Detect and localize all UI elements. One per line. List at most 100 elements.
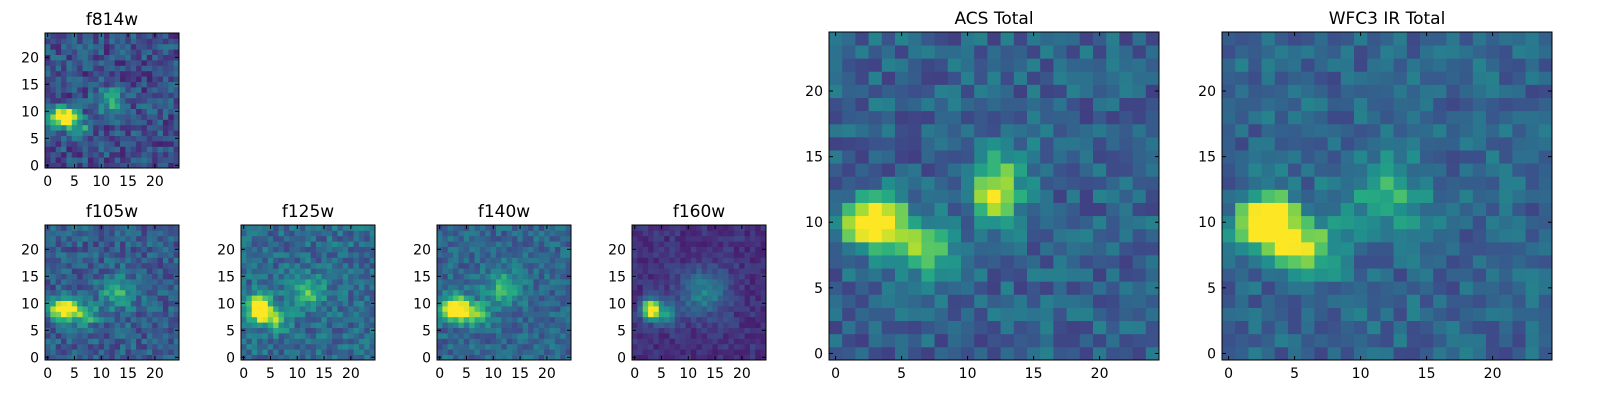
- heatmap-cell: [1380, 346, 1394, 361]
- heatmap-cell: [479, 225, 486, 231]
- heatmap-cell: [921, 307, 935, 322]
- heatmap-cell: [136, 60, 142, 66]
- heatmap-cell: [528, 289, 534, 296]
- heatmap-cell: [305, 241, 312, 247]
- heatmap-cell: [1525, 255, 1540, 269]
- heatmap-cell: [755, 252, 762, 258]
- heatmap-cell: [1486, 123, 1500, 138]
- heatmap-cell: [332, 349, 338, 355]
- heatmap-cell: [1340, 268, 1355, 282]
- heatmap-cell: [87, 38, 94, 45]
- heatmap-cell: [130, 327, 137, 334]
- heatmap-cell: [45, 49, 51, 55]
- heatmap-cell: [855, 97, 869, 112]
- heatmap-cell: [1314, 255, 1328, 269]
- heatmap-cell: [77, 327, 83, 334]
- heatmap-cell: [485, 343, 491, 350]
- heatmap-cell: [506, 235, 513, 242]
- heatmap-cell: [1340, 110, 1355, 125]
- heatmap-cell: [485, 284, 491, 291]
- heatmap-cell: [458, 225, 465, 231]
- heatmap-cell: [717, 306, 724, 312]
- heatmap-cell: [321, 289, 328, 296]
- heatmap-cell: [1340, 320, 1355, 335]
- heatmap-cell: [1027, 176, 1041, 190]
- heatmap-cell: [501, 257, 508, 264]
- heatmap-cell: [152, 81, 158, 88]
- heatmap-cell: [1261, 71, 1276, 85]
- heatmap-cell: [273, 284, 279, 291]
- heatmap-cell: [162, 349, 169, 355]
- heatmap-cell: [1354, 333, 1368, 348]
- heatmap-cell: [549, 349, 556, 355]
- heatmap-cell: [690, 279, 697, 285]
- heatmap-cell: [358, 349, 365, 355]
- heatmap-cell: [653, 246, 660, 253]
- heatmap-cell: [549, 246, 556, 253]
- heatmap-cell: [842, 228, 856, 243]
- heatmap-cell: [664, 235, 670, 242]
- heatmap-cell: [162, 146, 169, 153]
- heatmap-cell: [289, 279, 295, 285]
- heatmap-cell: [1420, 202, 1434, 217]
- heatmap-cell: [528, 333, 534, 339]
- heatmap-cell: [1459, 241, 1474, 256]
- heatmap-cell: [71, 38, 78, 45]
- heatmap-cell: [696, 316, 703, 323]
- heatmap-cell: [364, 241, 371, 247]
- heatmap-cell: [262, 246, 269, 253]
- heatmap-cell: [289, 349, 295, 355]
- heatmap-cell: [1132, 281, 1147, 295]
- heatmap-cell: [517, 241, 524, 247]
- heatmap-cell: [66, 38, 73, 45]
- heatmap-cell: [1093, 228, 1107, 243]
- heatmap-cell: [1274, 228, 1289, 243]
- heatmap-cell: [1040, 71, 1054, 85]
- heatmap-cell: [642, 241, 649, 247]
- heatmap-cell: [87, 311, 94, 318]
- heatmap-cell: [723, 225, 729, 231]
- heatmap-cell: [528, 322, 534, 328]
- heatmap-cell: [299, 279, 306, 285]
- heatmap-cell: [868, 320, 883, 335]
- heatmap-cell: [98, 295, 105, 301]
- heatmap-cell: [146, 65, 153, 72]
- heatmap-cell: [517, 322, 524, 328]
- heatmap-cell: [98, 135, 105, 142]
- heatmap-cell: [463, 273, 470, 280]
- heatmap-cell: [1261, 346, 1276, 361]
- heatmap-cell: [55, 349, 62, 355]
- heatmap-cell: [50, 225, 57, 231]
- heatmap-cell: [1079, 123, 1094, 138]
- heatmap-cell: [442, 349, 449, 355]
- heatmap-cell: [1106, 32, 1120, 46]
- heatmap-cell: [637, 316, 644, 323]
- heatmap-cell: [437, 230, 443, 237]
- heatmap-cell: [1093, 320, 1107, 335]
- heatmap-cell: [93, 141, 99, 147]
- heatmap-cell: [842, 45, 856, 59]
- heatmap-cell: [463, 252, 470, 258]
- heatmap-cell: [1512, 150, 1526, 164]
- heatmap-cell: [146, 273, 153, 280]
- heatmap-cell: [453, 343, 459, 350]
- heatmap-cell: [55, 103, 62, 109]
- heatmap-cell: [680, 354, 686, 361]
- heatmap-cell: [146, 60, 153, 66]
- heatmap-cell: [565, 279, 572, 285]
- heatmap-cell: [642, 327, 649, 334]
- heatmap-cell: [458, 246, 465, 253]
- heatmap-cell: [1486, 228, 1500, 243]
- heatmap-cell: [1066, 215, 1081, 230]
- heatmap-cell: [760, 338, 767, 345]
- heatmap-cell: [55, 311, 62, 318]
- heatmap-cell: [490, 279, 497, 285]
- heatmap-cell: [501, 354, 508, 361]
- heatmap-cell: [1472, 189, 1487, 203]
- heatmap-cell: [364, 349, 371, 355]
- heatmap-cell: [120, 141, 126, 147]
- heatmap-cell: [554, 284, 561, 291]
- heatmap-cell: [157, 246, 164, 253]
- heatmap-cell: [168, 322, 175, 328]
- heatmap-cell: [130, 257, 137, 264]
